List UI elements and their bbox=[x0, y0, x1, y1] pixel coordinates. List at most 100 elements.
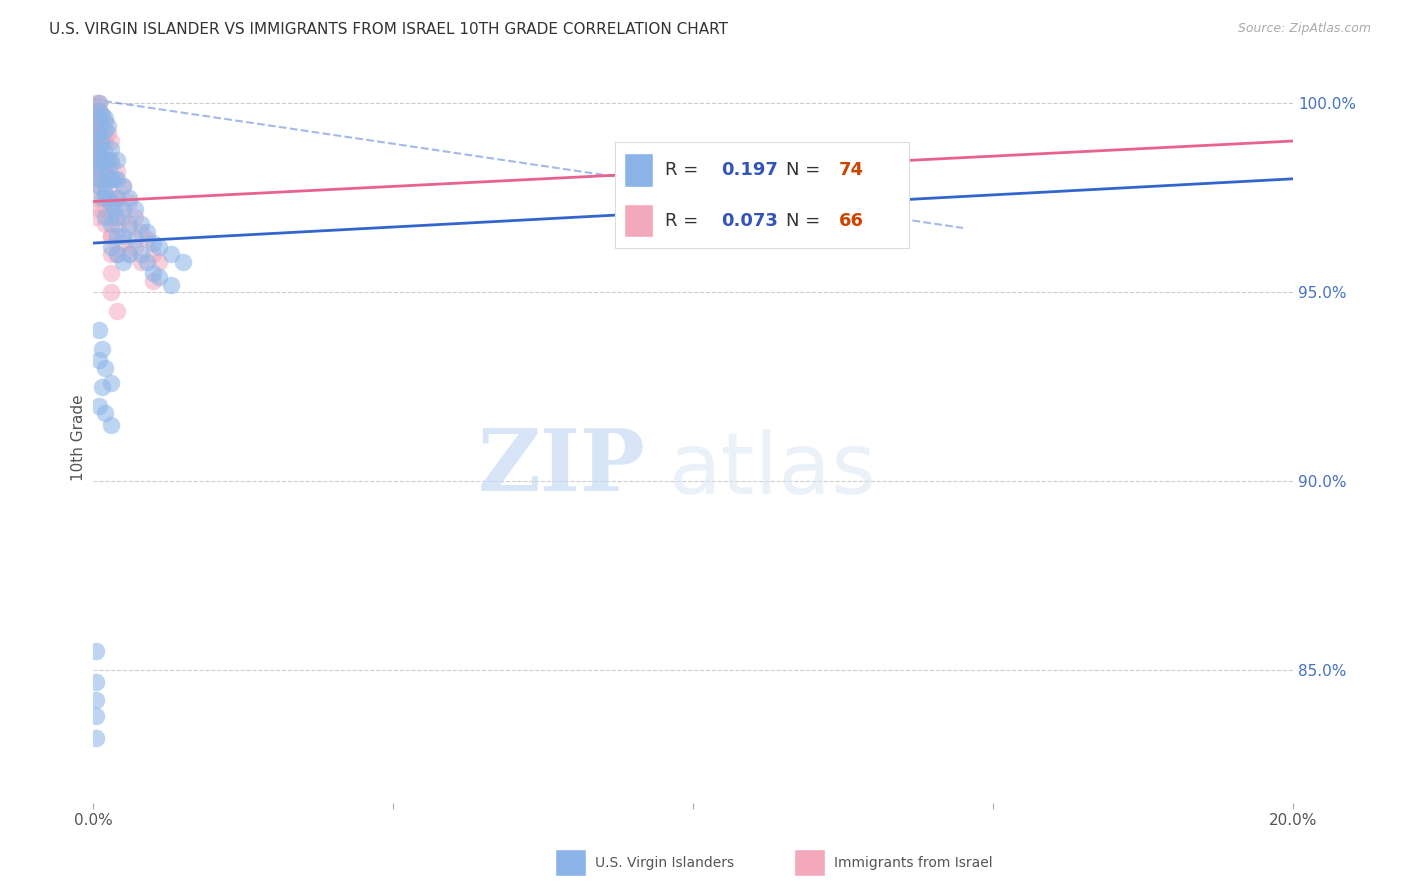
Point bbox=[94, 186, 117, 201]
Point bbox=[89, 179, 111, 194]
Point bbox=[84, 731, 107, 746]
Point bbox=[148, 270, 170, 285]
Point bbox=[91, 164, 114, 178]
Point bbox=[100, 228, 122, 243]
Point bbox=[129, 225, 152, 239]
Point bbox=[103, 202, 125, 216]
Point bbox=[89, 127, 111, 141]
Point bbox=[89, 142, 111, 156]
Point bbox=[100, 417, 122, 432]
Point bbox=[124, 202, 146, 216]
Point bbox=[112, 179, 135, 194]
Point bbox=[118, 221, 141, 235]
Point bbox=[160, 247, 183, 261]
Point bbox=[124, 210, 146, 224]
Point bbox=[97, 127, 120, 141]
Point bbox=[84, 107, 107, 121]
Point bbox=[89, 119, 111, 133]
Point bbox=[160, 277, 183, 292]
Point bbox=[89, 353, 111, 368]
Point bbox=[94, 217, 117, 231]
Point bbox=[89, 103, 111, 118]
Point bbox=[94, 179, 117, 194]
Point bbox=[129, 217, 152, 231]
Point bbox=[89, 96, 111, 111]
Point bbox=[97, 153, 120, 167]
Point bbox=[112, 179, 135, 194]
Point bbox=[94, 176, 117, 190]
Point bbox=[129, 247, 152, 261]
Point bbox=[112, 255, 135, 269]
Y-axis label: 10th Grade: 10th Grade bbox=[72, 394, 86, 481]
Point bbox=[682, 157, 704, 171]
Point bbox=[105, 164, 128, 178]
Point bbox=[136, 225, 159, 239]
Point bbox=[100, 194, 122, 209]
Point bbox=[103, 171, 125, 186]
Point bbox=[97, 119, 120, 133]
Point bbox=[100, 202, 122, 216]
Point bbox=[89, 112, 111, 126]
Point bbox=[100, 153, 122, 167]
Point bbox=[84, 115, 107, 129]
Point bbox=[100, 210, 122, 224]
Point bbox=[100, 285, 122, 300]
Point bbox=[94, 153, 117, 167]
Point bbox=[124, 240, 146, 254]
Point bbox=[84, 210, 107, 224]
Point bbox=[94, 161, 117, 175]
Point bbox=[100, 191, 122, 205]
Point bbox=[97, 164, 120, 178]
Point bbox=[89, 323, 111, 337]
Point bbox=[112, 202, 135, 216]
Point bbox=[118, 247, 141, 261]
Point bbox=[91, 153, 114, 167]
Point bbox=[89, 171, 111, 186]
Point bbox=[711, 171, 734, 186]
Point bbox=[89, 119, 111, 133]
Point bbox=[94, 191, 117, 205]
Point bbox=[91, 134, 114, 148]
Point bbox=[94, 112, 117, 126]
Point bbox=[89, 164, 111, 178]
Point bbox=[142, 274, 165, 288]
Point bbox=[100, 240, 122, 254]
Point bbox=[118, 191, 141, 205]
Point bbox=[124, 232, 146, 246]
Point bbox=[91, 191, 114, 205]
Point bbox=[84, 191, 107, 205]
Point bbox=[142, 247, 165, 261]
Point bbox=[89, 103, 111, 118]
Point bbox=[105, 210, 128, 224]
Text: U.S. Virgin Islanders: U.S. Virgin Islanders bbox=[595, 855, 734, 870]
Point bbox=[100, 134, 122, 148]
Point bbox=[112, 228, 135, 243]
Point bbox=[100, 217, 122, 231]
Point bbox=[89, 157, 111, 171]
Point bbox=[91, 342, 114, 356]
Point bbox=[91, 107, 114, 121]
Point bbox=[89, 142, 111, 156]
Point bbox=[112, 210, 135, 224]
Point bbox=[89, 164, 111, 178]
Point bbox=[100, 266, 122, 280]
Point bbox=[89, 149, 111, 163]
Point bbox=[105, 247, 128, 261]
Point bbox=[91, 107, 114, 121]
Point bbox=[89, 149, 111, 163]
Text: Immigrants from Israel: Immigrants from Israel bbox=[834, 855, 993, 870]
Point bbox=[84, 644, 107, 658]
Point bbox=[84, 127, 107, 141]
Point bbox=[89, 96, 111, 111]
Point bbox=[89, 134, 111, 148]
Point bbox=[94, 115, 117, 129]
Point bbox=[89, 127, 111, 141]
Point bbox=[136, 232, 159, 246]
Point bbox=[84, 674, 107, 689]
Point bbox=[148, 255, 170, 269]
Point bbox=[105, 191, 128, 205]
Point bbox=[89, 399, 111, 413]
Point bbox=[94, 406, 117, 420]
Point bbox=[91, 380, 114, 394]
Point bbox=[89, 112, 111, 126]
